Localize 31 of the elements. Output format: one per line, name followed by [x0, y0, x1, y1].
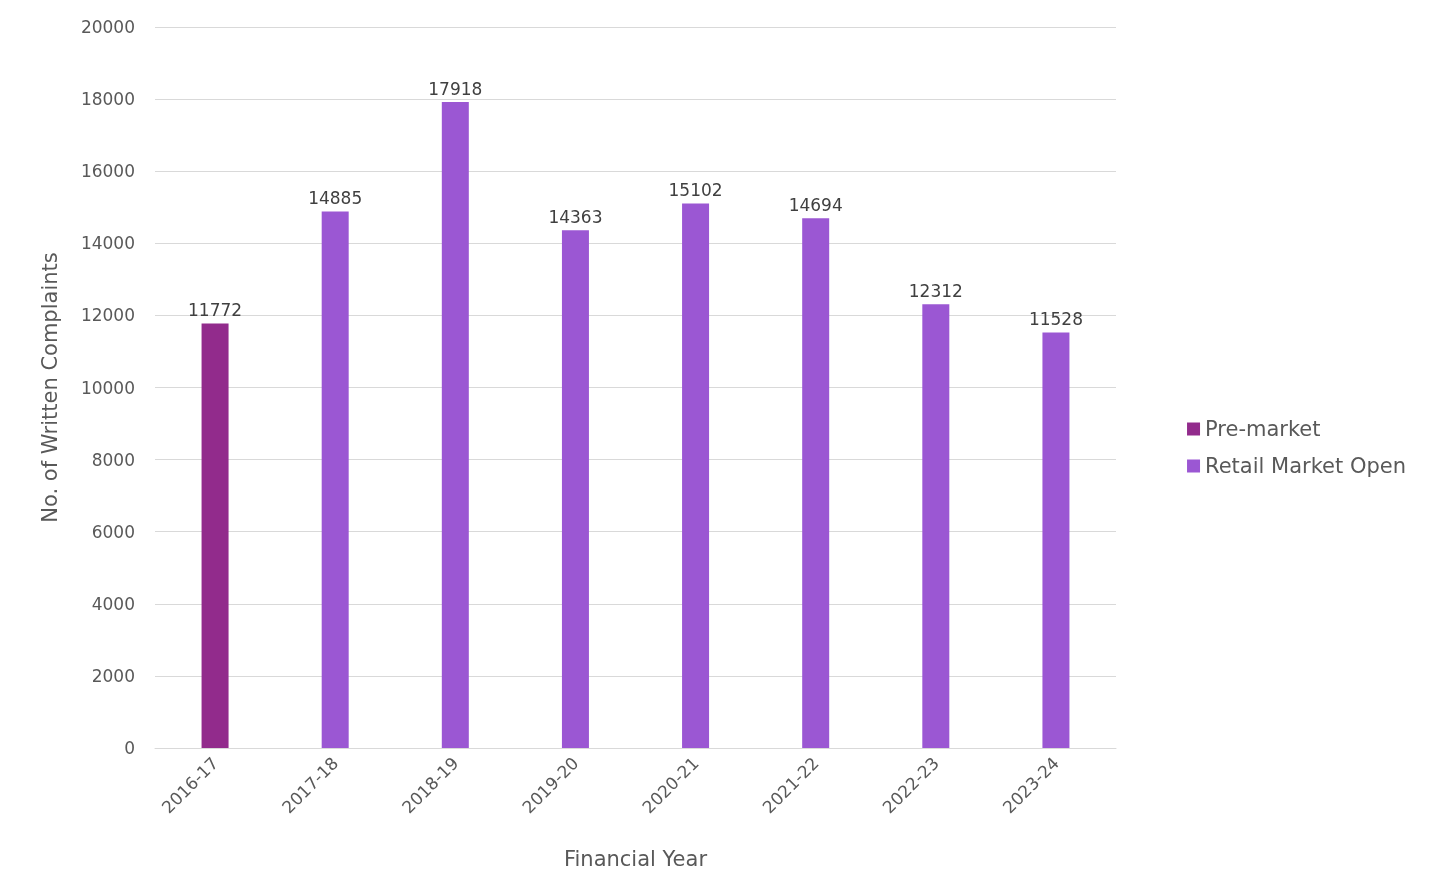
y-axis-title: No. of Written Complaints — [37, 252, 62, 523]
y-tick-label: 4000 — [91, 593, 135, 614]
bar — [682, 203, 710, 748]
data-label: 11772 — [188, 300, 243, 321]
y-tick-label: 0 — [124, 738, 135, 758]
data-label: 12312 — [908, 280, 963, 301]
x-axis-title: Financial Year — [563, 846, 708, 871]
data-label: 14363 — [548, 206, 603, 227]
bar — [922, 304, 950, 748]
y-tick-label: 12000 — [80, 305, 135, 326]
bar — [561, 230, 589, 748]
legend-label: Pre-market — [1205, 417, 1321, 441]
y-tick-label: 2000 — [91, 665, 135, 686]
bar — [321, 211, 349, 748]
data-label: 17918 — [428, 78, 483, 99]
y-tick-label: 6000 — [91, 521, 135, 542]
y-tick-label: 14000 — [80, 233, 135, 254]
bar — [201, 323, 229, 748]
y-tick-label: 8000 — [91, 449, 135, 470]
bar — [802, 218, 830, 748]
data-label: 14885 — [308, 187, 363, 208]
bar — [1042, 332, 1070, 748]
bar — [441, 102, 469, 748]
y-tick-label: 18000 — [80, 89, 135, 110]
data-label: 11528 — [1028, 308, 1083, 329]
y-tick-label: 16000 — [80, 161, 135, 182]
y-tick-label: 10000 — [80, 377, 135, 398]
y-tick-label: 20000 — [80, 17, 135, 37]
legend-label: Retail Market Open — [1205, 454, 1406, 478]
data-label: 14694 — [788, 194, 843, 215]
data-label: 15102 — [668, 180, 723, 201]
